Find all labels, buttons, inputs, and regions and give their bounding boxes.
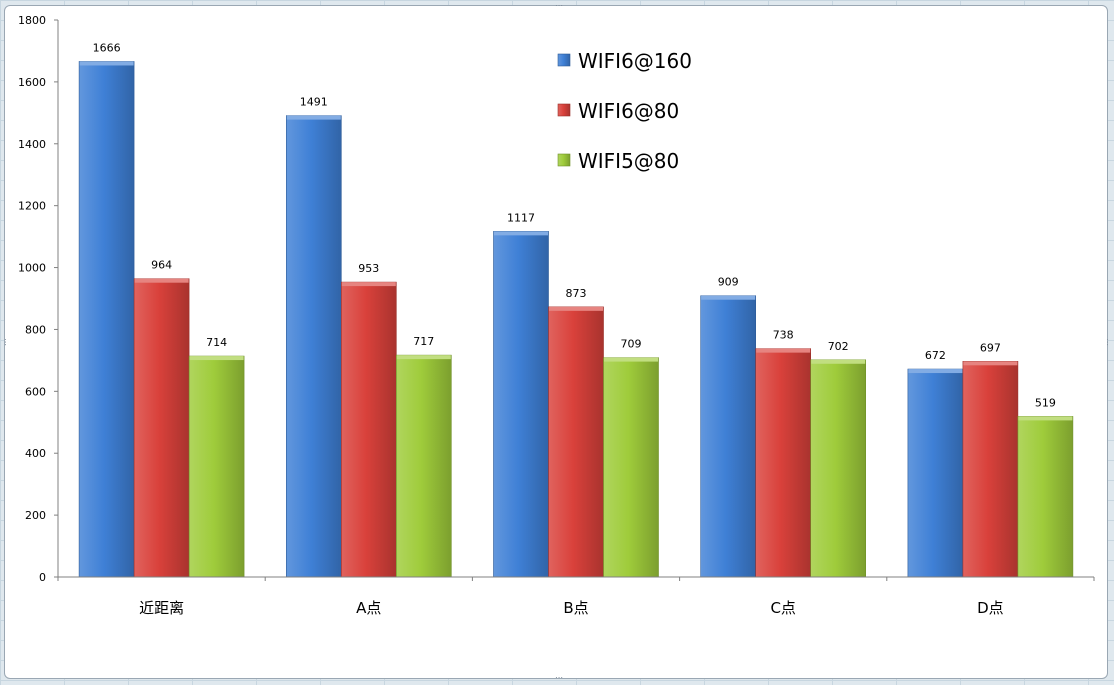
bar-top-highlight xyxy=(604,357,658,362)
bar[interactable] xyxy=(188,355,245,578)
bar-top-highlight xyxy=(494,231,548,236)
bar-top-highlight xyxy=(963,361,1018,366)
bars: 1666 964 714 1491 953 717 1117 873 709 909 738 702 6… xyxy=(78,41,1074,578)
bar-top-highlight xyxy=(79,61,134,66)
bar[interactable] xyxy=(395,354,452,578)
x-category-label: A点 xyxy=(356,599,381,617)
bar-top-highlight xyxy=(908,369,963,374)
legend[interactable]: WIFI6@160 WIFI6@80 WIFI5@80 xyxy=(557,49,692,173)
bar-top-highlight xyxy=(549,306,603,311)
bar-top-highlight xyxy=(286,115,341,120)
legend-swatch xyxy=(557,103,571,117)
bar[interactable] xyxy=(78,61,135,578)
x-category-label: 近距离 xyxy=(139,599,184,617)
y-tick-label: 1800 xyxy=(18,14,46,27)
bar[interactable] xyxy=(1017,416,1074,578)
data-label: 717 xyxy=(413,335,434,348)
data-label: 714 xyxy=(206,336,227,349)
bar[interactable] xyxy=(548,306,604,578)
data-label: 1117 xyxy=(507,211,535,224)
bar[interactable] xyxy=(603,357,659,578)
legend-entry-label: WIFI5@80 xyxy=(578,149,679,173)
data-label: 1491 xyxy=(300,96,328,109)
x-category-label: B点 xyxy=(563,599,588,617)
resize-handle-bottom[interactable]: ⋯ xyxy=(555,673,564,682)
data-label: 953 xyxy=(358,262,379,275)
y-tick-label: 200 xyxy=(25,509,46,522)
bar-top-highlight xyxy=(396,355,451,360)
bar[interactable] xyxy=(962,361,1019,578)
data-label: 519 xyxy=(1035,396,1056,409)
y-axis: 0 200 400 600 800 1000 1200 1400 1600 1800 xyxy=(18,14,59,584)
data-label: 1666 xyxy=(93,41,121,54)
y-tick-label: 1600 xyxy=(18,76,46,89)
bar-top-highlight xyxy=(189,356,244,361)
bar-top-highlight xyxy=(756,348,811,353)
data-label: 672 xyxy=(925,349,946,362)
bar-top-highlight xyxy=(134,278,189,283)
bar-top-highlight xyxy=(811,359,866,364)
data-label: 909 xyxy=(718,276,739,289)
bar-top-highlight xyxy=(1018,416,1073,421)
y-tick-label: 0 xyxy=(39,571,46,584)
data-label: 738 xyxy=(773,329,794,342)
data-label: 702 xyxy=(828,340,849,353)
legend-entry-label: WIFI6@80 xyxy=(578,99,679,123)
legend-swatch xyxy=(557,53,571,67)
x-axis: 近距离 A点 B点 C点 D点 xyxy=(57,576,1095,617)
bar[interactable] xyxy=(907,368,964,578)
bar-top-highlight xyxy=(701,295,756,300)
bar[interactable] xyxy=(493,231,549,578)
bar-top-highlight xyxy=(341,282,396,287)
y-tick-label: 1000 xyxy=(18,262,46,275)
y-tick-label: 600 xyxy=(25,385,46,398)
legend-swatch xyxy=(557,153,571,167)
resize-handle-left[interactable]: ⋯ xyxy=(1,338,10,347)
data-label: 697 xyxy=(980,341,1001,354)
bar[interactable] xyxy=(340,281,397,578)
data-label: 964 xyxy=(151,259,172,272)
resize-handle-top[interactable]: ⋯ xyxy=(555,1,564,10)
bar[interactable] xyxy=(810,359,867,578)
legend-entry-label: WIFI6@160 xyxy=(578,49,692,73)
bar[interactable] xyxy=(133,278,190,578)
data-label: 709 xyxy=(621,338,642,351)
x-category-label: D点 xyxy=(977,599,1004,617)
bar[interactable] xyxy=(755,348,812,578)
y-tick-label: 1200 xyxy=(18,200,46,213)
bar[interactable] xyxy=(700,295,757,578)
y-tick-label: 800 xyxy=(25,323,46,336)
data-label: 873 xyxy=(566,287,587,300)
x-category-label: C点 xyxy=(770,599,795,617)
bar[interactable] xyxy=(285,115,342,578)
y-tick-label: 1400 xyxy=(18,138,46,151)
y-tick-label: 400 xyxy=(25,447,46,460)
resize-handle-right[interactable]: ⋯ xyxy=(1103,338,1112,347)
